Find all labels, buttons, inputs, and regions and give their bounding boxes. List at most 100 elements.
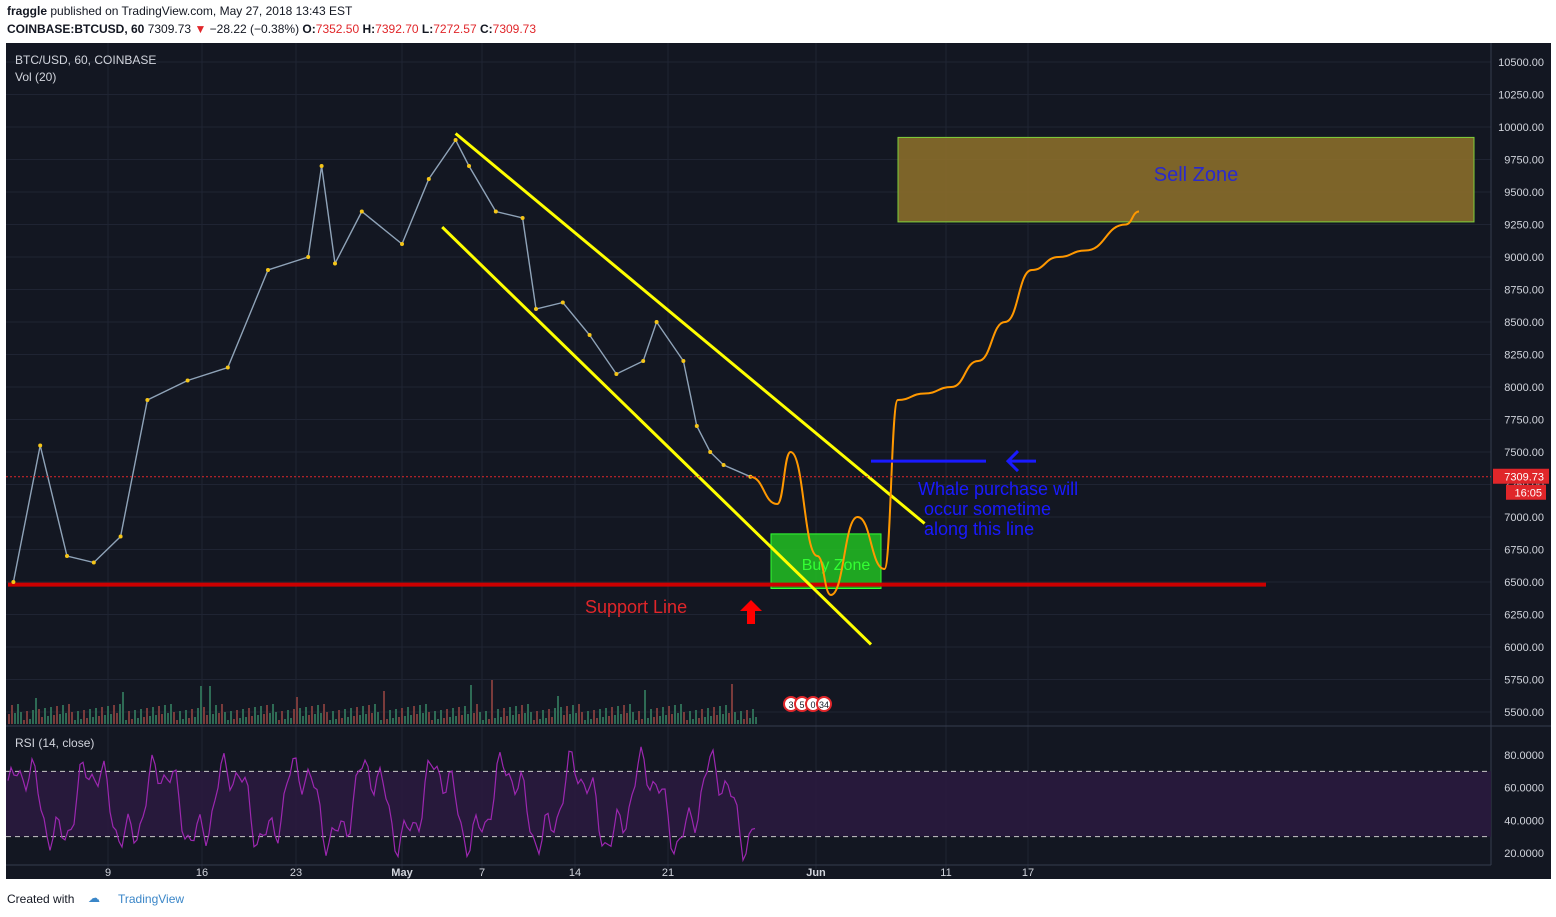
volume-bar [290,718,292,724]
volume-bar [248,708,250,724]
volume-bar [755,717,757,724]
volume-bar [716,715,718,724]
volume-bar [374,704,376,724]
volume-bar [8,714,10,724]
countdown-tag [1506,484,1546,500]
volume-bar [137,718,139,724]
volume-bar [650,709,652,724]
volume-bar [383,691,385,724]
volume-bar [392,718,394,724]
volume-bar [335,719,337,724]
volume-bar [227,720,229,724]
volume-bar [92,717,94,724]
volume-bar [161,714,163,724]
volume-bar [167,713,169,724]
volume-bar [704,717,706,724]
price-point [225,365,230,370]
volume-bar [26,711,28,724]
price-point [333,261,337,266]
close-value: 7309.73 [492,22,537,36]
price-point [319,164,324,168]
price-point [614,372,619,376]
whale-note-line: along this line [924,519,1034,539]
volume-bar [359,715,361,724]
volume-bar [116,713,118,724]
volume-bar [407,707,409,724]
quote-line: COINBASE:BTCUSD, 60 7309.73 ▼ −28.22 (−0… [7,22,536,36]
volume-bar [143,717,145,724]
price-point [185,378,190,383]
volume-bar [74,720,76,724]
event-badge-text: 34 [819,700,829,710]
volume-bar [206,715,208,724]
volume-bar [260,706,262,724]
price-tick-label: 6250.00 [1504,610,1544,622]
volume-bar [113,705,115,724]
volume-bar [431,720,433,724]
tradingview-brand[interactable]: TradingView [118,892,185,906]
volume-bar [509,707,511,724]
volume-bar [512,715,514,724]
volume-bar [278,720,280,724]
volume-bar [89,709,91,724]
volume-bar [614,715,616,724]
volume-bar [326,712,328,724]
chart-svg[interactable]: BTC/USD, 60, COINBASE Vol (20) RSI (14, cl… [6,43,1551,879]
chart-title: BTC/USD, 60, COINBASE [15,53,156,67]
volume-bar [284,719,286,724]
volume-bar [443,718,445,724]
volume-bar [176,720,178,724]
volume-bar [458,707,460,724]
volume-bar [119,704,121,724]
volume-bar [29,719,31,724]
price-tick-label: 9000.00 [1504,252,1544,264]
price-point [359,209,364,214]
volume-bar [254,707,256,724]
whale-note-line: occur sometime [924,499,1051,519]
volume-bar [323,704,325,724]
price-tick-label: 7750.00 [1504,415,1544,427]
volume-bar [128,711,130,724]
price-point [453,138,458,142]
last-price-tag [1493,468,1549,484]
sell-zone-label: Sell Zone [1154,164,1239,186]
tradingview-logo-icon[interactable]: ☁ [88,891,100,905]
volume-bar [725,705,727,724]
volume-bar [380,720,382,724]
last-price-tag-text: 7309.73 [1504,472,1544,484]
volume-bar [470,685,472,724]
price-point [145,398,150,402]
volume-bar [122,692,124,724]
price-point [641,359,646,363]
volume-bar [557,696,559,724]
volume-bar [203,707,205,724]
volume-bar [413,706,415,724]
volume-bar [479,712,481,724]
volume-bar [539,719,541,724]
price-point [91,560,96,565]
volume-bar [461,715,463,724]
volume-bar [620,714,622,724]
volume-bar [677,713,679,724]
time-tick-label: 9 [105,867,111,879]
volume-bar [344,709,346,724]
volume-bar [497,709,499,724]
volume-bar [221,704,223,724]
whale-note-line: Whale purchase will [918,479,1078,499]
volume-bar [185,710,187,724]
volume-bar [170,704,172,724]
volume-bar [518,714,520,724]
volume-bar [302,716,304,724]
author-name[interactable]: fraggle [7,4,48,18]
volume-bar [665,715,667,724]
volume-bar [104,715,106,724]
time-tick-label: 11 [940,867,951,879]
volume-bar [722,714,724,724]
volume-bar [356,707,358,724]
price-point [708,450,713,454]
volume-bar [308,715,310,724]
volume-bar [473,713,475,724]
volume-bar [566,706,568,724]
chart-area[interactable]: BTC/USD, 60, COINBASE Vol (20) RSI (14, cl… [6,43,1551,879]
volume-bar [191,709,193,724]
